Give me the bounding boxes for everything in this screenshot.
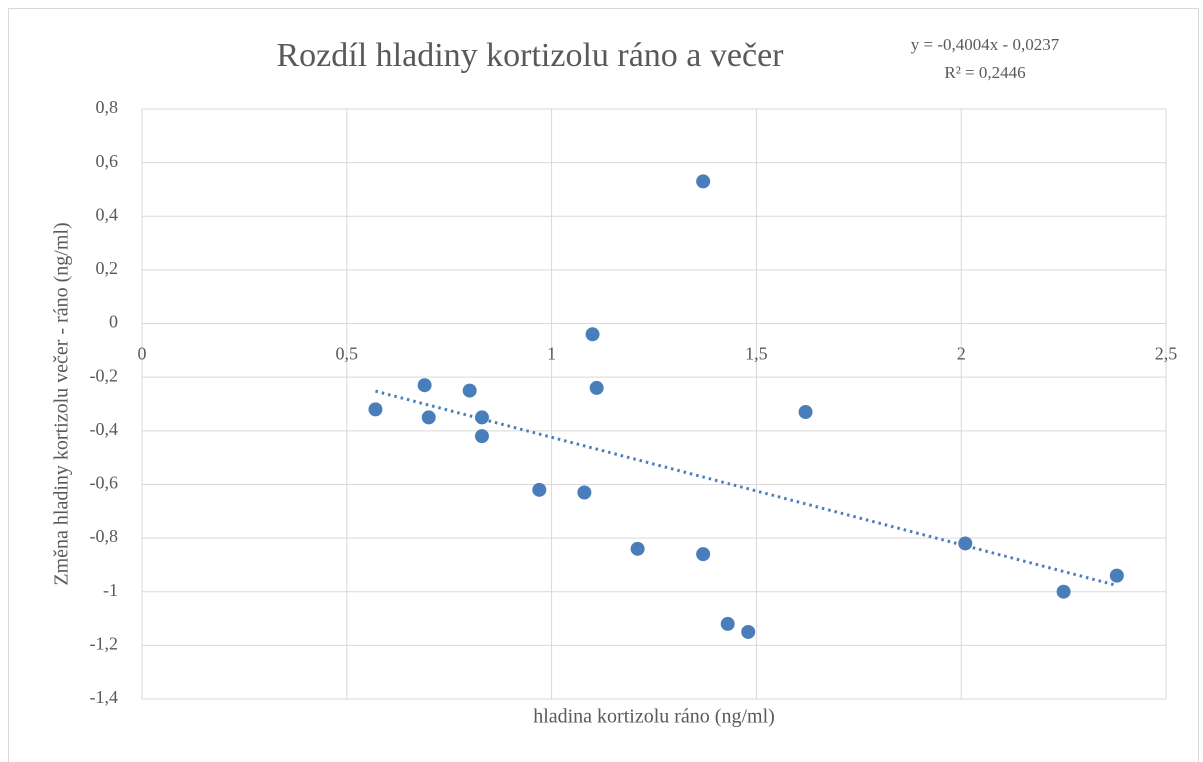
y-tick-label: -1,2 — [90, 633, 119, 653]
data-point — [798, 405, 813, 420]
data-point — [417, 378, 432, 393]
trendline-equation: y = -0,4004x - 0,0237 — [911, 35, 1060, 54]
data-point — [1109, 568, 1124, 583]
x-tick-label: 0,5 — [336, 344, 359, 364]
data-point — [1056, 584, 1071, 599]
data-point — [720, 616, 735, 631]
data-point — [589, 380, 604, 395]
x-tick-label: 1 — [547, 344, 556, 364]
trendline-r2: R² = 0,2446 — [944, 63, 1025, 82]
y-tick-label: -1 — [103, 580, 118, 600]
x-tick-label: 2 — [957, 344, 966, 364]
data-point — [462, 383, 477, 398]
data-point — [421, 410, 436, 425]
y-tick-label: 0,2 — [96, 258, 119, 278]
chart-title: Rozdíl hladiny kortizolu ráno a večer — [277, 37, 785, 74]
y-tick-label: -0,2 — [90, 365, 119, 385]
y-tick-label: 0,4 — [96, 204, 119, 224]
y-tick-label: 0,6 — [96, 151, 119, 171]
data-point — [577, 485, 592, 500]
data-point — [585, 327, 600, 342]
x-tick-label: 0 — [138, 344, 147, 364]
data-point — [696, 174, 711, 189]
y-tick-label: 0 — [109, 312, 118, 332]
x-tick-label: 2,5 — [1155, 344, 1178, 364]
y-axis-label: Změna hladiny kortizolu večer - ráno (ng… — [51, 222, 73, 585]
data-point — [696, 547, 711, 562]
data-point — [474, 410, 489, 425]
y-tick-label: 0,8 — [96, 97, 119, 117]
y-tick-label: -1,4 — [90, 687, 119, 707]
data-point — [474, 429, 489, 444]
chart-border — [8, 8, 1199, 762]
data-point — [958, 536, 973, 551]
y-tick-label: -0,8 — [90, 526, 119, 546]
data-point — [532, 482, 547, 497]
data-point — [630, 541, 645, 556]
trendline — [375, 389, 1118, 587]
x-tick-label: 1,5 — [745, 344, 768, 364]
x-axis-label: hladina kortizolu ráno (ng/ml) — [533, 706, 775, 728]
y-tick-label: -0,6 — [90, 473, 119, 493]
y-tick-label: -0,4 — [90, 419, 119, 439]
data-point — [741, 624, 756, 639]
data-point — [368, 402, 383, 417]
